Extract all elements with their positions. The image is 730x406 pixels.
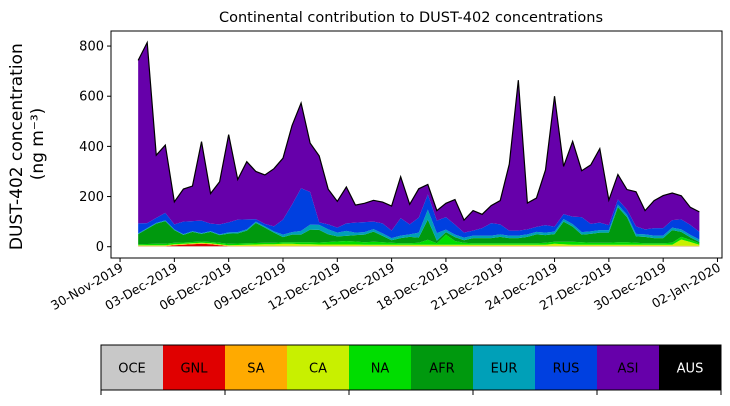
area-oce	[138, 246, 700, 247]
y-tick-label: 400	[79, 140, 104, 155]
area-rus	[138, 188, 700, 240]
legend-label-aus: AUS	[677, 362, 704, 377]
legend-swatch-ca	[287, 345, 350, 390]
y-axis-label-line1: DUST-402 concentration	[7, 43, 27, 250]
y-tick-label: 0	[96, 240, 104, 255]
legend-swatch-rus	[535, 345, 598, 390]
legend-colorbar: OCE GNL SA CA NA AFR EUR RUS ASI AUS	[100, 344, 722, 395]
area-gnl	[138, 243, 700, 247]
y-tick-label: 800	[79, 40, 104, 55]
legend-swatch-eur	[473, 345, 536, 390]
chart-title: Continental contribution to DUST-402 con…	[219, 10, 603, 26]
legend-label-ca: CA	[309, 362, 327, 377]
area-eur	[138, 204, 700, 242]
legend-swatch-aus	[659, 345, 722, 390]
legend-swatch-oce	[101, 345, 164, 390]
legend-label-gnl: GNL	[180, 362, 208, 377]
legend-swatch-afr	[411, 345, 474, 390]
legend-label-rus: RUS	[553, 362, 580, 377]
legend-label-eur: EUR	[491, 362, 518, 377]
area-ca	[138, 239, 700, 246]
area-sa	[138, 243, 700, 247]
y-tick-label: 200	[79, 190, 104, 205]
area-afr	[138, 207, 700, 245]
legend-frame	[100, 344, 722, 391]
y-axis-label-line2: (ng m⁻³)	[28, 108, 48, 181]
y-axis: 0 200 400 600 800	[79, 40, 111, 255]
area-asi	[138, 42, 700, 233]
legend-label-afr: AFR	[429, 362, 454, 377]
legend-swatch-na	[349, 345, 412, 390]
total-outline	[137, 40, 700, 222]
legend-label-na: NA	[371, 362, 390, 377]
y-tick-label: 600	[79, 90, 104, 105]
legend-label-oce: OCE	[118, 362, 146, 377]
area-na	[138, 234, 700, 246]
legend-label-asi: ASI	[618, 362, 639, 377]
legend-label-sa: SA	[247, 362, 264, 377]
area-layers	[137, 40, 700, 247]
plot-frame	[110, 30, 723, 259]
x-axis: 30-Nov-201903-Dec-201906-Dec-201909-Dec-…	[48, 258, 723, 313]
y-axis-label: DUST-402 concentration (ng m⁻³)	[7, 38, 48, 250]
legend-swatch-asi	[597, 345, 660, 390]
legend-swatch-gnl	[163, 345, 226, 390]
legend-swatch-sa	[225, 345, 288, 390]
